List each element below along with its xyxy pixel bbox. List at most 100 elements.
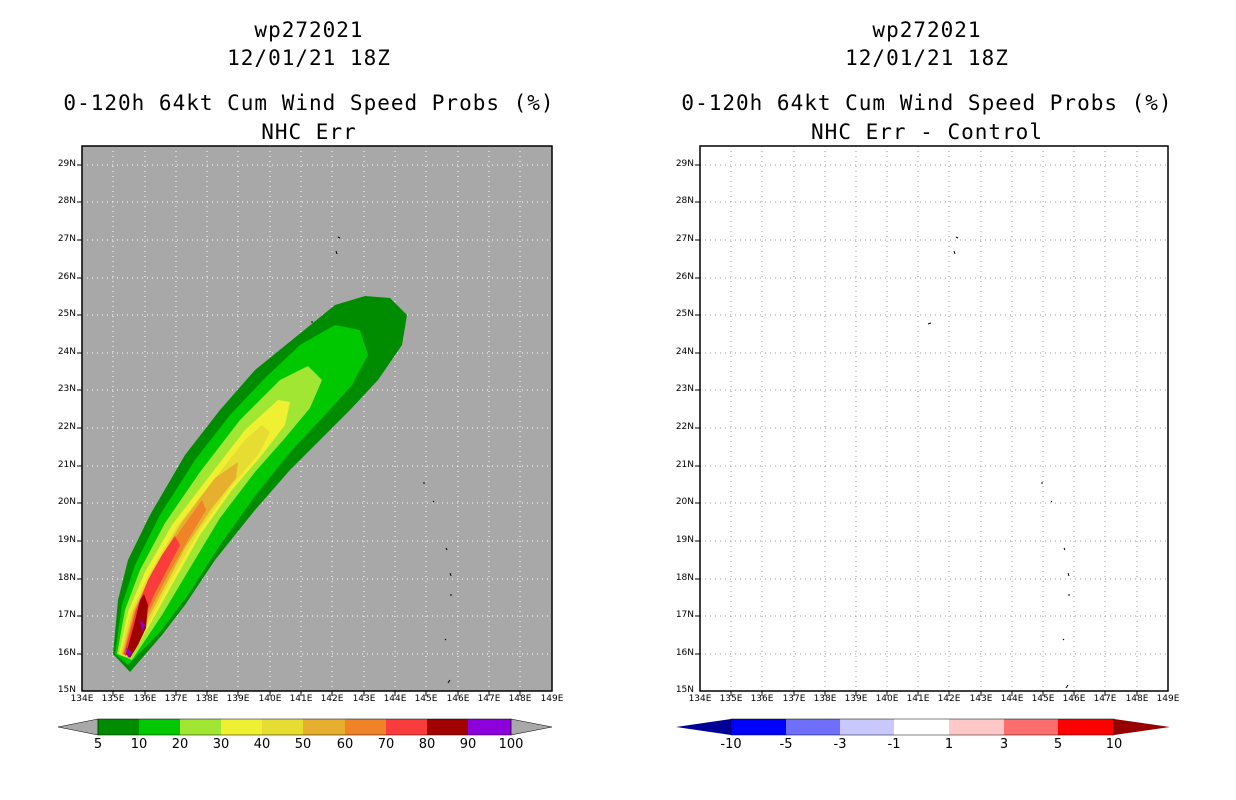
lon-label: 142E bbox=[937, 694, 961, 704]
lat-label: 24N bbox=[57, 347, 76, 357]
lon-label: 140E bbox=[875, 694, 899, 704]
colorbar-swatch-20-30 bbox=[180, 719, 221, 735]
lat-label: 25N bbox=[675, 309, 694, 319]
colorbar-label: 100 bbox=[498, 737, 524, 752]
colorbar-swatch-90-100 bbox=[468, 719, 511, 735]
lat-label: 20N bbox=[57, 497, 76, 507]
colorbar-label: 3 bbox=[999, 737, 1009, 752]
lat-label: 21N bbox=[57, 460, 76, 470]
colorbar-label: 30 bbox=[212, 737, 230, 752]
lon-label: 136E bbox=[750, 694, 774, 704]
difference-map bbox=[676, 145, 1170, 736]
lon-label: 134E bbox=[688, 694, 712, 704]
colorbar-label: -10 bbox=[720, 737, 742, 752]
colorbar-high-arrow bbox=[1114, 719, 1170, 735]
right-panel: wp272021 12/01/21 18Z 0-120h 64kt Cum Wi… bbox=[618, 0, 1236, 800]
left-panel: wp272021 12/01/21 18Z 0-120h 64kt Cum Wi… bbox=[57, 18, 564, 752]
lat-label: 26N bbox=[57, 272, 76, 282]
lat-label: 25N bbox=[57, 309, 76, 319]
colorbar-label: 90 bbox=[459, 737, 477, 752]
lat-label: 23N bbox=[675, 384, 694, 394]
lon-label: 147E bbox=[1093, 694, 1117, 704]
lon-label: 146E bbox=[446, 694, 470, 704]
probability-contours bbox=[113, 296, 407, 672]
lat-label: 20N bbox=[675, 497, 694, 507]
lon-label: 147E bbox=[477, 694, 501, 704]
lon-label: 135E bbox=[101, 694, 125, 704]
colorbar-swatch-5-10 bbox=[98, 719, 139, 735]
storm-id-title: wp272021 bbox=[872, 18, 982, 42]
lat-label: 15N bbox=[57, 685, 76, 695]
lon-label: 146E bbox=[1062, 694, 1086, 704]
lon-label: 136E bbox=[133, 694, 157, 704]
lon-label: 143E bbox=[352, 694, 376, 704]
lon-label: 137E bbox=[164, 694, 188, 704]
lat-label: 15N bbox=[675, 685, 694, 695]
lat-label: 23N bbox=[57, 384, 76, 394]
datetime-title: 12/01/21 18Z bbox=[845, 46, 1009, 70]
colorbar-label: 10 bbox=[1105, 737, 1123, 752]
islands bbox=[311, 236, 452, 684]
colorbar-label: 40 bbox=[253, 737, 271, 752]
colorbar-swatch-70-80 bbox=[386, 719, 427, 735]
colorbar-label: 10 bbox=[130, 737, 148, 752]
lon-label: 139E bbox=[844, 694, 868, 704]
lon-label: 138E bbox=[813, 694, 837, 704]
colorbar-swatch-pos1-pos3 bbox=[949, 719, 1004, 735]
lon-label: 145E bbox=[414, 694, 438, 704]
lat-label: 29N bbox=[57, 159, 76, 169]
colorbar-swatch-60-70 bbox=[345, 719, 386, 735]
colorbar-label: -1 bbox=[887, 737, 901, 752]
colorbar-swatch-neg1-pos1 bbox=[894, 719, 949, 735]
lat-label: 22N bbox=[675, 422, 694, 432]
colorbar-swatch-30-40 bbox=[221, 719, 262, 735]
lat-label: 27N bbox=[675, 234, 694, 244]
product-title: 0-120h 64kt Cum Wind Speed Probs (%) bbox=[63, 91, 555, 115]
subtitle: NHC Err bbox=[261, 120, 357, 144]
lat-label: 21N bbox=[675, 460, 694, 470]
colorbar-label: 50 bbox=[294, 737, 312, 752]
colorbar-swatch-40-50 bbox=[262, 719, 303, 735]
lon-label: 143E bbox=[969, 694, 993, 704]
subtitle: NHC Err - Control bbox=[811, 120, 1043, 144]
map-frame bbox=[81, 145, 553, 692]
lat-label: 28N bbox=[57, 196, 76, 206]
lon-label: 137E bbox=[782, 694, 806, 704]
lat-label: 16N bbox=[675, 648, 694, 658]
lon-label: 144E bbox=[383, 694, 407, 704]
lon-label: 148E bbox=[508, 694, 532, 704]
colorbar-swatch-50-60 bbox=[303, 719, 345, 735]
colorbar-swatch-pos3-pos5 bbox=[1004, 719, 1058, 735]
colorbar-high-arrow bbox=[510, 718, 553, 736]
map-grid bbox=[700, 146, 1168, 691]
colorbar-swatch-80-90 bbox=[427, 719, 468, 735]
colorbar bbox=[676, 718, 1170, 736]
colorbar bbox=[57, 718, 553, 736]
colorbar-label: 80 bbox=[418, 737, 436, 752]
lon-label: 149E bbox=[1156, 694, 1180, 704]
colorbar-swatch-neg10-neg5 bbox=[731, 719, 786, 735]
lon-label: 141E bbox=[906, 694, 930, 704]
lon-label: 135E bbox=[719, 694, 743, 704]
tick-marks bbox=[77, 164, 521, 696]
colorbar-label: 20 bbox=[171, 737, 189, 752]
lat-label: 16N bbox=[57, 648, 76, 658]
datetime-title: 12/01/21 18Z bbox=[227, 46, 391, 70]
lon-label: 138E bbox=[195, 694, 219, 704]
lat-label: 18N bbox=[57, 573, 76, 583]
colorbar-label: -3 bbox=[833, 737, 847, 752]
islands bbox=[927, 236, 1070, 689]
colorbar-label: 5 bbox=[93, 737, 103, 752]
lon-label: 141E bbox=[289, 694, 313, 704]
colorbar-label: 5 bbox=[1053, 737, 1063, 752]
lat-label: 18N bbox=[675, 573, 694, 583]
lon-label: 148E bbox=[1125, 694, 1149, 704]
lon-label: 144E bbox=[1000, 694, 1024, 704]
lat-label: 19N bbox=[675, 535, 694, 545]
colorbar-label: 60 bbox=[336, 737, 354, 752]
map-background bbox=[700, 146, 1168, 691]
lat-label: 19N bbox=[57, 535, 76, 545]
colorbar-low-arrow bbox=[676, 719, 731, 735]
lon-label: 142E bbox=[320, 694, 344, 704]
lon-label: 139E bbox=[226, 694, 250, 704]
